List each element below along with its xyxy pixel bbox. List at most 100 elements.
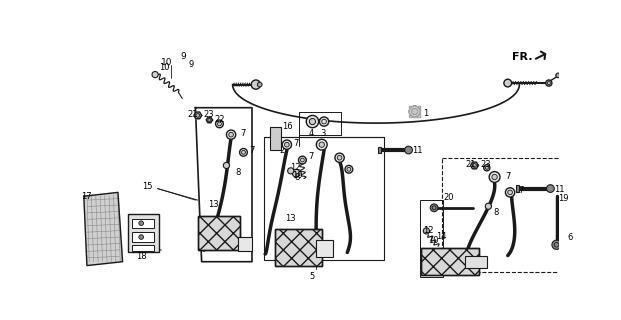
Circle shape (409, 106, 420, 117)
Bar (197, 215, 240, 250)
Circle shape (240, 148, 247, 156)
Circle shape (306, 116, 319, 128)
Circle shape (484, 165, 490, 171)
Bar (264, 137, 384, 260)
Text: 22: 22 (214, 116, 225, 124)
Circle shape (546, 80, 552, 86)
Bar (197, 215, 240, 250)
Text: 8: 8 (294, 173, 300, 182)
Text: 17: 17 (81, 192, 91, 201)
Circle shape (316, 139, 327, 150)
Circle shape (227, 130, 236, 139)
Bar (316, 240, 333, 257)
Text: 10: 10 (159, 63, 170, 72)
Circle shape (504, 79, 512, 87)
Circle shape (473, 164, 476, 167)
Circle shape (224, 162, 230, 169)
Circle shape (217, 122, 222, 126)
Text: 9: 9 (180, 52, 186, 61)
Circle shape (302, 158, 306, 162)
Text: 7: 7 (293, 139, 299, 148)
Text: 2: 2 (279, 146, 284, 155)
Circle shape (492, 174, 497, 180)
Text: 23: 23 (203, 110, 214, 119)
Circle shape (485, 203, 491, 209)
Text: 21: 21 (465, 160, 476, 169)
Circle shape (489, 172, 500, 182)
Polygon shape (194, 112, 202, 119)
Text: 7: 7 (309, 152, 314, 161)
Text: 13: 13 (285, 214, 296, 223)
Circle shape (309, 118, 315, 124)
Text: 13: 13 (208, 200, 219, 209)
Text: 6: 6 (568, 233, 573, 242)
Polygon shape (471, 162, 478, 169)
Bar (238, 237, 252, 251)
Text: 16: 16 (282, 122, 293, 131)
Circle shape (552, 240, 561, 249)
Circle shape (546, 185, 555, 192)
Text: 18: 18 (136, 252, 147, 261)
Bar (442, 158, 566, 272)
Circle shape (258, 82, 262, 87)
Circle shape (139, 235, 143, 239)
Polygon shape (206, 117, 212, 123)
Text: 21: 21 (188, 110, 198, 119)
Circle shape (556, 73, 560, 78)
Bar (465, 256, 487, 268)
Text: 10: 10 (161, 58, 173, 67)
Bar (516, 186, 519, 192)
Text: 20: 20 (443, 193, 454, 203)
Text: 7: 7 (518, 186, 524, 195)
Circle shape (335, 153, 344, 162)
Bar (132, 232, 153, 242)
Circle shape (319, 117, 329, 126)
Text: 12: 12 (290, 163, 301, 172)
Text: 11: 11 (555, 185, 564, 194)
Circle shape (337, 156, 342, 160)
Text: FR.: FR. (512, 52, 533, 62)
Circle shape (301, 158, 304, 162)
Circle shape (282, 140, 291, 149)
Text: 7: 7 (250, 146, 255, 155)
Text: 3: 3 (320, 129, 325, 138)
Circle shape (292, 169, 300, 177)
Bar (275, 229, 322, 266)
Text: 11: 11 (412, 146, 423, 155)
Circle shape (139, 221, 143, 226)
Text: 10: 10 (292, 171, 303, 180)
Circle shape (412, 108, 418, 115)
Bar (421, 248, 479, 275)
Circle shape (215, 120, 224, 128)
Circle shape (347, 167, 351, 171)
Circle shape (299, 156, 306, 164)
Text: 7: 7 (240, 129, 246, 138)
Circle shape (345, 165, 353, 173)
Circle shape (242, 150, 245, 154)
Circle shape (208, 118, 211, 122)
Text: 23: 23 (481, 160, 491, 169)
Bar (128, 214, 159, 252)
Text: 9: 9 (188, 60, 194, 69)
Circle shape (508, 190, 512, 195)
Circle shape (405, 146, 412, 154)
Bar (378, 147, 381, 153)
Circle shape (252, 80, 261, 89)
Text: 15: 15 (142, 182, 152, 191)
Circle shape (152, 71, 158, 78)
Circle shape (430, 204, 438, 212)
Text: 4: 4 (309, 129, 314, 138)
Text: 14: 14 (437, 232, 447, 241)
Circle shape (288, 168, 294, 174)
Bar (270, 127, 281, 150)
Text: 1: 1 (424, 108, 428, 117)
Circle shape (424, 228, 430, 234)
Polygon shape (196, 108, 252, 262)
Bar (420, 200, 443, 277)
Polygon shape (84, 192, 122, 266)
Text: 12: 12 (424, 226, 434, 235)
Bar (132, 219, 153, 228)
Bar (421, 248, 479, 275)
Bar (132, 245, 153, 251)
Text: 19: 19 (558, 194, 569, 203)
